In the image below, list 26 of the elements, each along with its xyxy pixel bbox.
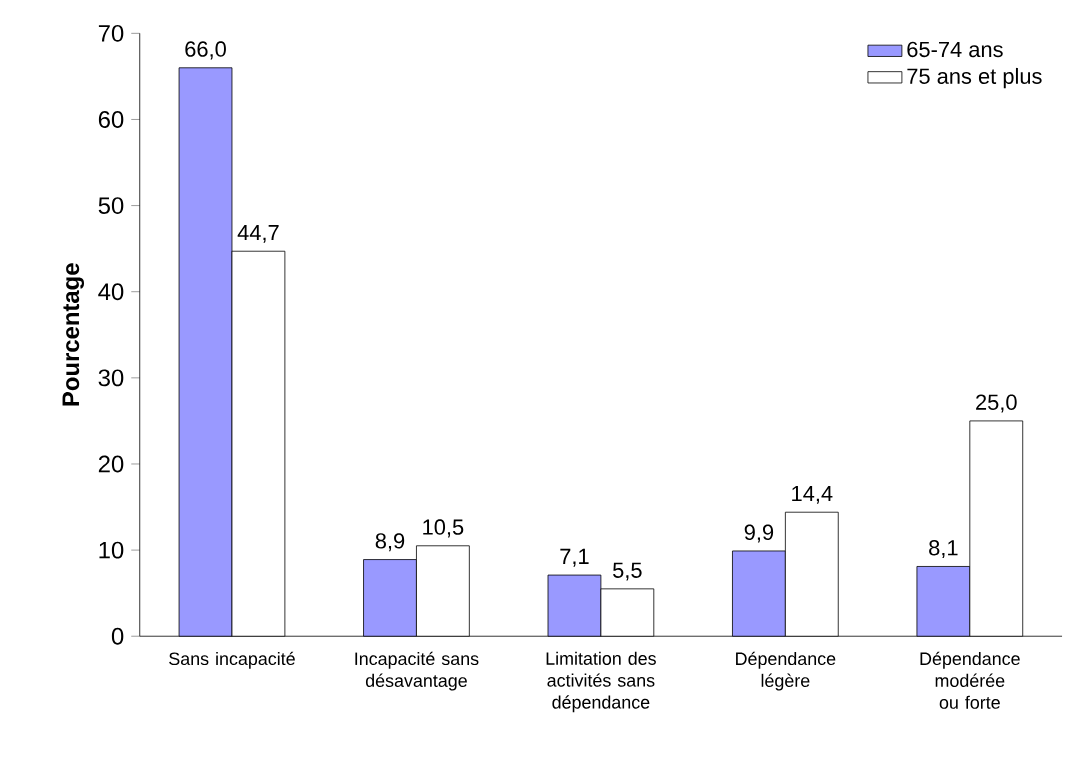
data-label: 44,7: [237, 225, 279, 243]
data-label: 5,5: [613, 562, 642, 581]
y-tick-label: 0: [111, 627, 124, 645]
data-label: 10,5: [423, 519, 464, 538]
data-label: 7,1: [560, 548, 589, 567]
y-tick-label: 10: [99, 541, 124, 559]
data-label: 9,9: [744, 524, 774, 543]
x-tick-label: Dépendance modérée ou forte: [920, 651, 1020, 709]
y-tick-label: 20: [98, 455, 124, 473]
x-tick-label: Sans incapacité: [169, 651, 295, 669]
y-axis-title: Pourcentage: [62, 263, 85, 406]
legend-label: 75 ans et plus: [907, 67, 1042, 89]
x-tick-label: Limitation des activités sans dépendance: [546, 651, 656, 713]
data-label: 66,0: [185, 41, 226, 60]
x-tick-label: Dépendance légère: [736, 651, 836, 691]
data-label: 8,1: [929, 540, 958, 559]
y-tick-label: 30: [98, 369, 124, 387]
data-label: 8,9: [375, 533, 405, 552]
y-tick-label: 40: [98, 283, 124, 301]
x-tick-label: Incapacité sans désavantage: [355, 651, 479, 691]
legend-label: 65-74 ans: [907, 41, 1003, 58]
data-label: 25,0: [976, 394, 1017, 413]
y-tick-label: 50: [98, 197, 124, 215]
y-tick-label: 70: [98, 24, 124, 42]
data-label: 14,4: [792, 485, 833, 504]
y-tick-label: 60: [98, 111, 124, 128]
